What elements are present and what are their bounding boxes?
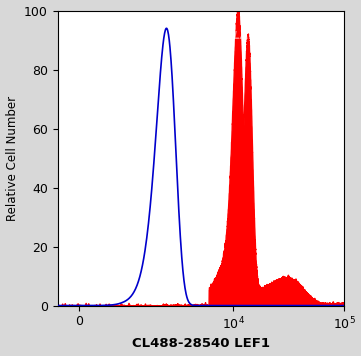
X-axis label: CL488-28540 LEF1: CL488-28540 LEF1: [132, 337, 270, 350]
Y-axis label: Relative Cell Number: Relative Cell Number: [5, 95, 18, 221]
Text: WWW.PTGLAB.COM: WWW.PTGLAB.COM: [169, 31, 291, 41]
